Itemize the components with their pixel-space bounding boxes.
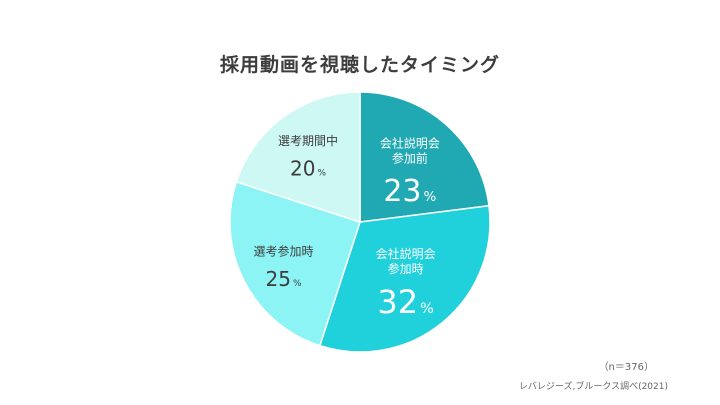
slice-label: 参加前 [392,150,428,165]
slice-label: 選考参加時 [254,243,314,258]
source-note: レバレジーズ,ブルークス調べ(2021) [518,382,668,392]
chart-title: 採用動画を視聴したタイミング [219,54,500,76]
slice-label: 参加時 [388,261,424,276]
slice-value: 25% [266,267,302,291]
slice-label: 選考期間中 [278,133,338,148]
sample-size-note: （n＝376） [598,362,654,373]
pie-slice [229,180,361,347]
pie-slice [318,204,491,353]
slice-value: 23% [383,174,436,209]
pie-slice [359,91,490,223]
slice-label: 会社説明会 [376,246,436,261]
pie-slices [229,91,491,353]
pie-slice [235,91,361,224]
slice-label: 会社説明会 [380,135,440,150]
slice-value: 20% [290,157,326,181]
slice-value: 32% [377,283,433,321]
